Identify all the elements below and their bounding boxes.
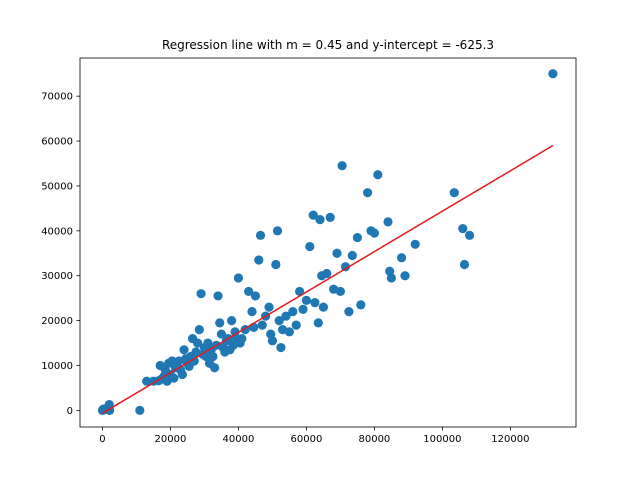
data-point: [332, 248, 342, 258]
data-point: [313, 318, 323, 328]
data-point: [254, 255, 264, 265]
data-point: [318, 302, 329, 312]
axes: 0 20000 40000 60000 80000 100000 120000 0 10000 2…: [41, 57, 577, 445]
data-point: [449, 188, 459, 198]
data-point: [347, 250, 357, 261]
data-point: [250, 291, 261, 301]
data-point: [244, 286, 254, 297]
x-tick-label: 40000: [223, 434, 255, 445]
data-point: [301, 295, 312, 306]
data-point: [305, 241, 315, 252]
data-point: [410, 239, 420, 249]
data-point: [373, 170, 383, 180]
data-point: [325, 212, 335, 222]
data-point: [271, 259, 281, 270]
data-point: [272, 226, 283, 236]
data-point: [276, 342, 286, 353]
y-tick-label: 60000: [41, 137, 73, 148]
plot-frame: [79, 57, 577, 428]
data-point: [210, 363, 220, 373]
data-point: [213, 291, 223, 301]
y-tick-label: 70000: [41, 92, 73, 103]
data-point: [281, 311, 291, 321]
data-point: [196, 289, 206, 299]
plot-area: [97, 69, 558, 415]
x-tick-label: 120000: [491, 434, 529, 445]
data-point: [179, 345, 189, 355]
data-point: [298, 304, 308, 314]
data-point: [363, 188, 373, 198]
data-point: [274, 316, 284, 326]
data-point: [337, 161, 347, 171]
data-point: [386, 273, 396, 283]
y-tick-label: 40000: [41, 226, 73, 237]
x-tick-label: 80000: [358, 434, 390, 445]
x-tick-label: 0: [99, 434, 105, 445]
y-tick-label: 10000: [41, 361, 73, 372]
chart-title: Regression line with m = 0.45 and y-inte…: [162, 38, 494, 52]
data-point: [308, 210, 318, 220]
x-tick-label: 60000: [291, 434, 323, 445]
data-point: [344, 307, 354, 317]
y-tick-label: 0: [67, 406, 73, 417]
data-point: [255, 230, 266, 240]
data-point: [193, 338, 203, 348]
data-point: [352, 232, 363, 243]
data-point: [267, 336, 278, 346]
y-tick-label: 20000: [41, 316, 73, 327]
data-point: [247, 307, 257, 317]
data-point: [216, 329, 227, 339]
data-point: [464, 230, 475, 240]
data-point: [322, 268, 332, 279]
data-point: [459, 259, 470, 270]
data-point: [227, 316, 237, 326]
data-point: [135, 405, 145, 415]
data-point: [142, 376, 152, 386]
data-point: [169, 373, 179, 383]
data-point: [194, 324, 204, 335]
data-point: [369, 228, 379, 238]
data-point: [397, 253, 407, 263]
data-point: [335, 286, 346, 297]
data-point: [208, 351, 218, 362]
data-point: [295, 286, 305, 297]
x-tick-label: 20000: [155, 434, 187, 445]
y-tick-label: 30000: [41, 271, 73, 282]
data-point: [177, 369, 187, 380]
data-point: [356, 300, 366, 310]
data-point: [310, 298, 320, 308]
data-point: [340, 262, 351, 272]
regression-line: [102, 144, 554, 414]
data-point: [458, 223, 468, 234]
data-point: [215, 318, 225, 328]
data-point: [383, 217, 393, 227]
data-point: [233, 273, 244, 283]
data-point: [284, 327, 295, 337]
data-point: [288, 307, 298, 317]
data-point: [189, 356, 199, 366]
data-point: [315, 215, 325, 225]
data-point: [264, 302, 274, 312]
x-tick-label: 100000: [423, 434, 461, 445]
data-point: [291, 320, 301, 330]
data-point: [548, 69, 558, 79]
y-tick-label: 50000: [41, 181, 73, 192]
data-point: [257, 320, 267, 330]
data-point: [237, 333, 247, 344]
data-point: [400, 271, 410, 281]
